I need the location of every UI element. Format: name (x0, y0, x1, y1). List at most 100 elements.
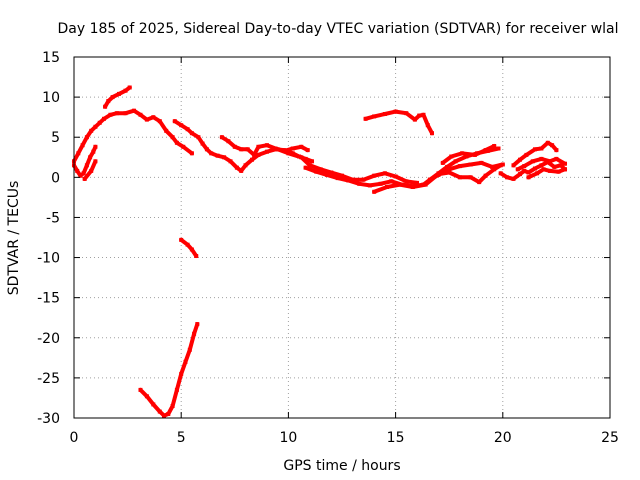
x-tick-label: 25 (601, 430, 619, 446)
data-point (117, 91, 121, 96)
x-tick-label: 10 (279, 430, 297, 446)
data-point (533, 147, 537, 152)
data-point (88, 155, 93, 160)
data-point (539, 163, 544, 168)
data-point (252, 152, 257, 157)
data-point (447, 170, 452, 175)
data-point (196, 135, 201, 140)
data-point (303, 165, 308, 170)
x-tick-label: 20 (494, 430, 512, 446)
data-point (228, 159, 233, 164)
grid-lines (74, 57, 610, 418)
data-point (515, 167, 520, 172)
data-point (234, 165, 239, 170)
data-point (157, 409, 162, 414)
data-point (179, 237, 184, 242)
data-point (215, 153, 220, 158)
data-point (372, 173, 377, 178)
data-point (200, 141, 205, 146)
data-point (378, 181, 383, 186)
data-point (164, 128, 169, 133)
y-tick-label: -10 (37, 251, 60, 267)
y-axis-tick-labels: 15 10 5 0 -5 -10 -15 -20 -25 -30 (37, 50, 60, 427)
data-point (397, 182, 402, 187)
data-point (539, 156, 544, 161)
data-point (103, 104, 108, 109)
data-point (530, 159, 535, 164)
data-point (498, 171, 503, 176)
data-point (307, 163, 312, 168)
data-point (78, 173, 83, 178)
data-point (243, 163, 248, 168)
data-point (329, 170, 334, 175)
data-point (545, 140, 550, 145)
data-point (245, 147, 250, 152)
data-point (290, 146, 295, 151)
data-point (464, 154, 469, 159)
data-point (511, 163, 516, 168)
x-tick-label: 5 (177, 430, 186, 446)
data-point (410, 185, 415, 189)
data-point (533, 166, 537, 171)
data-point (84, 135, 89, 140)
data-point (357, 181, 362, 186)
axis-ticks (73, 56, 611, 419)
data-point (222, 155, 227, 160)
data-point (535, 171, 540, 176)
data-point (518, 172, 522, 177)
data-point (93, 159, 98, 164)
chart-title: Day 185 of 2025, Sidereal Day-to-day VTE… (57, 21, 618, 37)
data-point (385, 185, 389, 189)
y-axis-label: SDTVAR / TECUs (6, 181, 22, 296)
data-point (554, 148, 559, 153)
data-point (187, 347, 192, 352)
data-point (114, 111, 119, 116)
data-point (162, 413, 166, 418)
y-tick-label: 0 (51, 170, 60, 186)
data-point (558, 163, 563, 168)
data-point (189, 247, 194, 252)
data-point (490, 164, 495, 169)
data-point (372, 189, 377, 194)
data-point (421, 112, 426, 117)
data-point (273, 146, 278, 151)
data-point (138, 112, 143, 117)
y-tick-label: -25 (37, 371, 60, 387)
data-point (563, 161, 567, 166)
data-point (93, 124, 98, 129)
data-point (361, 177, 366, 182)
data-point (305, 148, 310, 153)
data-point (102, 116, 106, 121)
data-point (265, 143, 269, 148)
data-point (209, 151, 214, 156)
data-point (110, 95, 115, 100)
data-point (541, 167, 546, 172)
data-point (404, 111, 409, 116)
data-point (389, 179, 394, 184)
data-point (412, 117, 417, 122)
data-point (563, 167, 567, 172)
data-point (511, 176, 516, 181)
data-point (430, 131, 434, 136)
y-tick-label: 10 (42, 90, 60, 106)
data-point (132, 108, 136, 113)
data-point (185, 242, 190, 247)
data-series-group (72, 85, 567, 418)
data-point (325, 172, 329, 177)
data-point (127, 85, 132, 90)
data-point (447, 167, 452, 172)
data-point (80, 143, 85, 148)
data-point (106, 99, 111, 104)
data-point (550, 143, 555, 148)
data-point (367, 183, 372, 188)
data-point (183, 359, 188, 364)
data-point (232, 144, 237, 149)
data-point (179, 123, 184, 128)
data-point (554, 156, 559, 161)
series-arc-5 (172, 119, 314, 173)
data-point (522, 164, 527, 169)
data-point (372, 114, 377, 119)
data-point (460, 151, 465, 156)
data-point (496, 146, 501, 151)
y-tick-label: -30 (37, 411, 60, 427)
